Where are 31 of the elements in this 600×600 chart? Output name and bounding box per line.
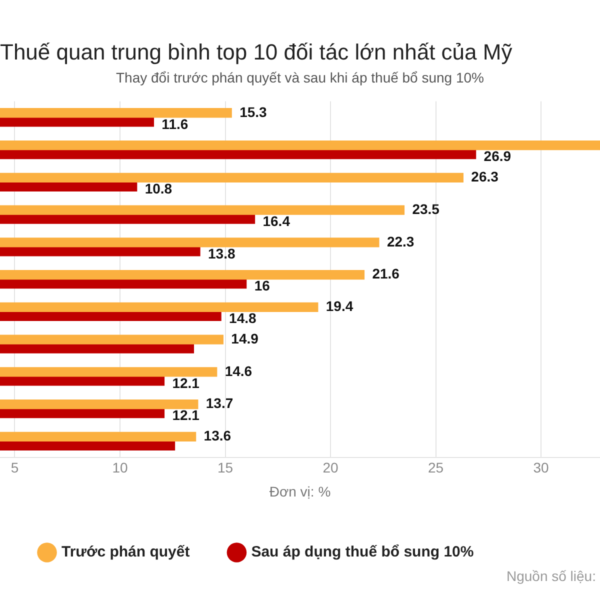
- data-label: 26.3: [471, 168, 499, 185]
- data-label: 14.8: [229, 310, 257, 326]
- chart-subtitle: Thay đổi trước phán quyết và sau khi áp thuế bổ sung 10%: [116, 70, 484, 86]
- data-label: 21.6: [372, 266, 400, 282]
- x-tick-label: 10: [112, 460, 128, 476]
- legend-label: Trước phán quyết: [62, 544, 190, 561]
- data-label: 15.3: [240, 104, 268, 120]
- x-tick-label: 15: [217, 460, 234, 476]
- data-label: 12.1: [172, 374, 200, 391]
- data-label: 23.5: [412, 200, 440, 217]
- x-tick-label: 25: [428, 460, 444, 476]
- data-label: 26.9: [484, 148, 512, 164]
- data-label: 13.6: [204, 428, 232, 444]
- legend-label: Sau áp dụng thuế bổ sung 10%: [251, 544, 474, 561]
- data-label: 19.4: [326, 298, 354, 314]
- data-label: 13.8: [208, 245, 236, 262]
- x-tick-label: 5: [10, 460, 19, 476]
- chart-title: Thuế quan trung bình top 10 đối tác lớn nhất của Mỹ: [0, 39, 512, 64]
- data-label: 12.1: [172, 407, 200, 424]
- x-axis-title: Đơn vị: %: [269, 483, 331, 500]
- data-label: 10.8: [144, 180, 172, 197]
- data-label: 13.7: [206, 395, 234, 412]
- data-label: 16: [254, 278, 270, 294]
- x-tick-label: 30: [533, 460, 550, 476]
- data-label: 14.6: [224, 362, 252, 379]
- data-label: 16.4: [262, 212, 290, 229]
- text: Nguồn số liệu:: [506, 568, 596, 584]
- data-label: 11.6: [162, 116, 188, 132]
- x-tick-label: 20: [322, 460, 339, 476]
- data-label: 14.9: [231, 330, 259, 346]
- data-label: 22.3: [386, 233, 414, 250]
